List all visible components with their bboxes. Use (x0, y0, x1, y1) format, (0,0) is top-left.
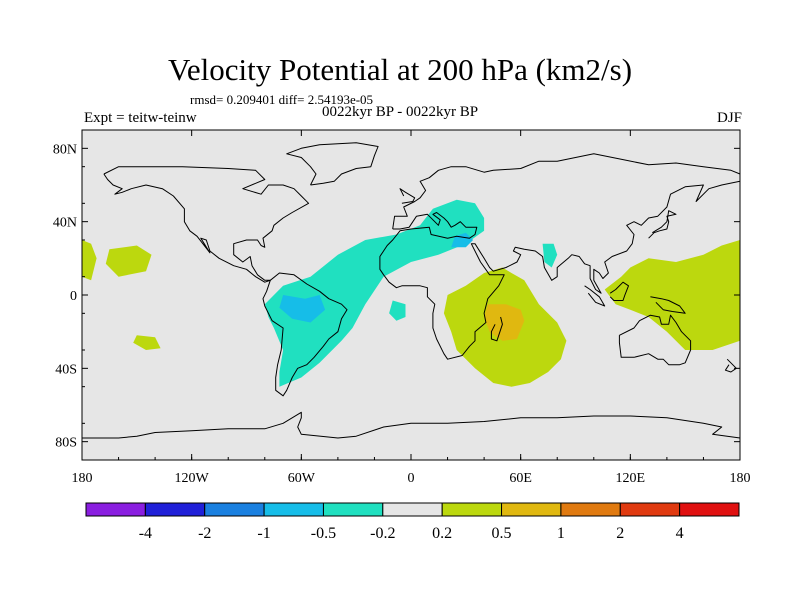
colorbar-swatch (441, 502, 503, 517)
contour-region-south-pacific-positive (133, 335, 161, 350)
colorbar-label: 2 (616, 525, 624, 542)
contour-region-atlantic-tail-negative (389, 300, 406, 321)
colorbar-label: -0.2 (370, 525, 395, 542)
borneo-coast (609, 281, 629, 301)
eurasia-africa-coast (379, 153, 741, 360)
contour-region-dateline-west-positive (82, 240, 97, 281)
contour-region-americas-atlantic-negative (264, 199, 485, 387)
contour-region-maritime-continent-positive (604, 240, 740, 350)
x-tick-label: 0 (408, 471, 415, 486)
colorbar-label: 0.5 (492, 525, 512, 542)
madagascar-coast (490, 316, 503, 342)
x-tick-label: 180 (730, 471, 751, 486)
x-tick-label: 120W (175, 471, 210, 486)
contour-region-south-america-strong-negative (279, 295, 326, 323)
colorbar-swatch (322, 502, 384, 517)
axis-ticks: 80N 40N 0 40S 80S 180 120W 60W 0 60E 120E 180 (53, 129, 751, 486)
colorbar-swatch (144, 502, 206, 517)
colorbar-label: -2 (198, 525, 211, 542)
colorbar-label: -4 (139, 525, 152, 542)
colorbar-swatch (619, 502, 681, 517)
britain-coast (399, 188, 416, 204)
period-label: 0022kyr BP - 0022kyr BP (322, 104, 479, 120)
north-america-coast (103, 166, 310, 283)
colorbar-swatch (679, 502, 740, 517)
x-tick-label: 120E (616, 471, 646, 486)
colorbar: -4 -2 -1 -0.5 -0.2 0.2 0.5 1 2 4 (85, 502, 740, 542)
plot-area (81, 129, 741, 461)
greenland-coast (286, 142, 379, 186)
x-tick-label: 60W (288, 471, 316, 486)
contour-region-arabian-sea-negative (542, 243, 558, 268)
colorbar-label: 4 (676, 525, 684, 542)
contour-region-north-pacific-positive (105, 245, 152, 277)
y-tick-label: 0 (70, 289, 77, 304)
x-tick-label: 60E (509, 471, 532, 486)
new-guinea-coast (650, 296, 686, 314)
new-zealand-coast (724, 358, 737, 373)
experiment-label: Expt = teitw-teinw (84, 110, 197, 126)
colorbar-swatch (204, 502, 265, 517)
colorbar-swatch (501, 502, 562, 517)
stats-line: rmsd= 0.209401 diff= 2.54193e-05 (190, 92, 374, 107)
season-label: DJF (716, 110, 742, 126)
map-title: Velocity Potential at 200 hPa (km2/s) (167, 52, 633, 87)
coastlines (82, 142, 741, 439)
sumatra-coast (584, 285, 606, 307)
south-america-coast (262, 272, 348, 397)
y-tick-label: 80S (55, 436, 77, 451)
contour-region-indian-ocean-core-positive (484, 304, 525, 341)
colorbar-swatch (85, 502, 146, 517)
x-tick-label: 180 (72, 471, 93, 486)
contour-fills (82, 199, 740, 387)
colorbar-label: 0.2 (432, 525, 452, 542)
colorbar-label: -1 (257, 525, 270, 542)
colorbar-label: -0.5 (311, 525, 336, 542)
y-tick-label: 40S (55, 362, 77, 377)
colorbar-swatch (263, 502, 324, 517)
colorbar-label: 1 (557, 525, 565, 542)
colorbar-swatch (560, 502, 621, 517)
japan-coast (648, 210, 677, 239)
y-tick-label: 80N (53, 142, 77, 157)
australia-coast (618, 314, 692, 366)
colorbar-swatch (382, 502, 443, 517)
antarctica-coast (82, 411, 741, 439)
y-tick-label: 40N (53, 216, 77, 231)
